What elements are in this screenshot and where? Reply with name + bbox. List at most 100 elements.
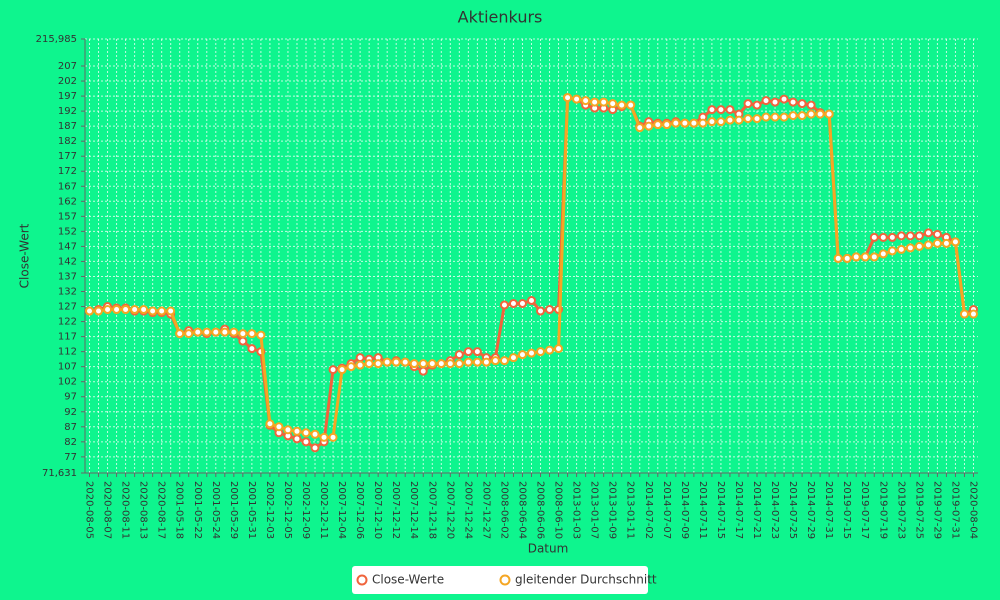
data-point [157, 306, 167, 316]
y-tick-label: 157 [58, 211, 77, 222]
data-point [554, 344, 564, 354]
data-point [536, 306, 546, 316]
data-point [797, 111, 807, 121]
y-tick-label: 202 [58, 76, 77, 87]
data-point [806, 109, 816, 119]
data-point [166, 306, 176, 316]
data-point [481, 357, 491, 367]
x-tick-label: 2007-12-18 [426, 481, 437, 539]
x-tick-label: 2008-06-04 [516, 481, 527, 539]
data-point [247, 344, 257, 354]
x-tick-label: 2013-01-11 [625, 481, 636, 539]
data-point [472, 347, 482, 357]
y-tick-label: 197 [58, 91, 77, 102]
data-point [770, 112, 780, 122]
data-point [833, 253, 843, 263]
data-point [590, 97, 600, 107]
data-point [698, 118, 708, 128]
y-tick-label: 187 [58, 121, 77, 132]
x-tick-label: 2008-06-02 [498, 481, 509, 539]
x-tick-label: 2014-07-21 [751, 481, 762, 539]
data-point [662, 120, 672, 130]
data-point [328, 432, 338, 442]
y-tick-label: 192 [58, 106, 77, 117]
data-point [752, 100, 762, 110]
data-point [743, 114, 753, 124]
data-point [355, 360, 365, 370]
x-tick-label: 2020-08-05 [84, 481, 95, 539]
data-point [463, 347, 473, 357]
data-point [878, 249, 888, 259]
data-point [274, 422, 284, 432]
data-point [671, 118, 681, 128]
x-tick-label: 2019-07-29 [931, 481, 942, 539]
y-tick-label: 152 [58, 226, 77, 237]
data-point [499, 300, 509, 310]
x-tick-label: 2019-07-15 [841, 481, 852, 539]
x-tick-label: 2019-07-17 [859, 481, 870, 539]
data-point [382, 357, 392, 367]
data-point [761, 96, 771, 106]
data-point [193, 327, 203, 337]
data-point [761, 112, 771, 122]
data-point [418, 366, 428, 376]
x-tick-label: 2014-07-15 [715, 481, 726, 539]
data-point [770, 97, 780, 107]
data-point [139, 305, 149, 315]
data-point [373, 359, 383, 369]
data-point [292, 426, 302, 436]
y-axis-title: Close-Wert [18, 223, 32, 288]
x-tick-label: 2019-07-23 [895, 481, 906, 539]
y-tick-label: 117 [58, 332, 77, 343]
y-tick-label: 122 [58, 317, 77, 328]
x-tick-label: 2001-05-24 [210, 481, 221, 539]
data-point [463, 357, 473, 367]
y-tick-label: 137 [58, 271, 77, 282]
x-tick-label: 2008-06-06 [535, 481, 546, 539]
data-point [941, 238, 951, 248]
x-tick-label: 2020-08-17 [156, 481, 167, 539]
y-tick-label: 127 [58, 302, 77, 313]
data-point [725, 115, 735, 125]
data-point [517, 299, 527, 309]
y-tick-label: 215,985 [36, 34, 77, 45]
data-point [905, 231, 915, 241]
data-point [581, 96, 591, 106]
x-tick-label: 2013-01-03 [571, 481, 582, 539]
y-tick-label: 97 [64, 392, 77, 403]
x-tick-label: 2001-05-18 [174, 481, 185, 539]
x-tick-label: 2002-12-05 [282, 481, 293, 539]
data-point [436, 359, 446, 369]
data-point [851, 252, 861, 262]
data-point [653, 120, 663, 130]
x-tick-label: 2014-07-11 [697, 481, 708, 539]
x-tick-label: 2007-12-10 [372, 481, 383, 539]
y-tick-label: 132 [58, 287, 77, 298]
data-point [130, 305, 140, 315]
data-point [121, 305, 131, 315]
x-tick-label: 2007-12-14 [408, 481, 419, 539]
data-point [716, 105, 726, 115]
data-point [689, 118, 699, 128]
data-point [617, 100, 627, 110]
data-point [238, 336, 248, 346]
y-tick-label: 92 [64, 407, 77, 418]
data-point [400, 357, 410, 367]
data-point [256, 330, 266, 340]
x-tick-label: 2020-08-11 [120, 481, 131, 539]
data-point [247, 329, 257, 339]
data-point [905, 243, 915, 253]
data-point [292, 434, 302, 444]
data-point [869, 252, 879, 262]
data-point [220, 327, 230, 337]
data-point [265, 419, 275, 429]
data-point [319, 432, 329, 442]
data-point [860, 252, 870, 262]
y-tick-label: 77 [64, 452, 77, 463]
data-point [148, 306, 158, 316]
x-tick-label: 2007-12-20 [444, 481, 455, 539]
data-point [923, 228, 933, 238]
x-tick-label: 2019-07-31 [949, 481, 960, 539]
data-point [103, 305, 113, 315]
